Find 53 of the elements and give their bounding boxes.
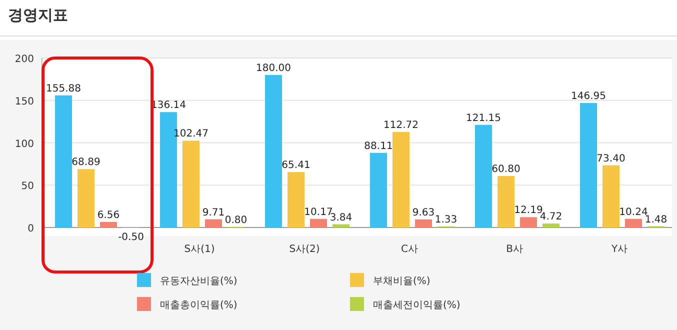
chart-title: 경영지표 — [8, 6, 68, 24]
y-tick-label: 150 — [14, 96, 34, 108]
bar — [55, 95, 72, 228]
data-label: 146.95 — [571, 90, 606, 102]
data-label: 112.72 — [384, 120, 418, 131]
x-tick-label: C사 — [401, 244, 418, 255]
data-label: 136.14 — [151, 100, 186, 112]
data-label: 88.11 — [364, 140, 393, 152]
y-tick-label: 50 — [21, 181, 34, 192]
data-label: 155.88 — [46, 83, 81, 94]
data-label: 1.48 — [644, 214, 668, 226]
bar — [370, 152, 387, 228]
bar — [265, 74, 282, 228]
bar — [205, 219, 222, 228]
bar — [78, 169, 94, 228]
y-tick-label: 200 — [14, 54, 34, 65]
data-label: 180.00 — [256, 62, 291, 74]
legend-label: 부채비율(%) — [373, 276, 430, 287]
data-label: 0.80 — [224, 214, 248, 226]
legend-label: 매출총이익률(%) — [160, 300, 238, 311]
bar — [100, 222, 117, 228]
bar — [602, 165, 620, 228]
bar — [542, 224, 560, 228]
data-label: 73.40 — [596, 153, 626, 164]
bar — [625, 218, 642, 228]
bar — [182, 140, 200, 228]
data-label: 9.63 — [412, 207, 435, 218]
data-label: 60.80 — [492, 164, 520, 175]
bar — [520, 217, 537, 228]
bar — [580, 102, 597, 228]
bar — [392, 132, 410, 228]
bar — [475, 124, 492, 228]
data-label: 4.72 — [540, 212, 562, 223]
bar — [288, 172, 304, 228]
legend-label: 유동자산비율(%) — [160, 276, 238, 287]
data-label: 9.71 — [202, 207, 225, 218]
bar — [310, 218, 327, 228]
data-label: 68.89 — [72, 157, 100, 168]
y-tick-label: 100 — [14, 138, 34, 150]
y-tick-label: 0 — [28, 224, 34, 235]
data-label: 65.41 — [282, 160, 310, 172]
bar — [415, 219, 432, 228]
data-label: -0.50 — [118, 232, 144, 243]
bar — [332, 224, 350, 228]
x-tick-label: S사(2) — [289, 244, 320, 255]
x-tick-label: Y사 — [610, 244, 628, 255]
x-tick-label: B사 — [506, 244, 523, 255]
data-label: 1.33 — [434, 214, 458, 226]
data-label: 121.15 — [466, 112, 501, 124]
x-tick-label: S사(1) — [184, 244, 215, 255]
bar — [498, 176, 514, 228]
data-label: 6.56 — [97, 210, 120, 221]
legend-label: 매출세전이익률(%) — [373, 300, 460, 311]
